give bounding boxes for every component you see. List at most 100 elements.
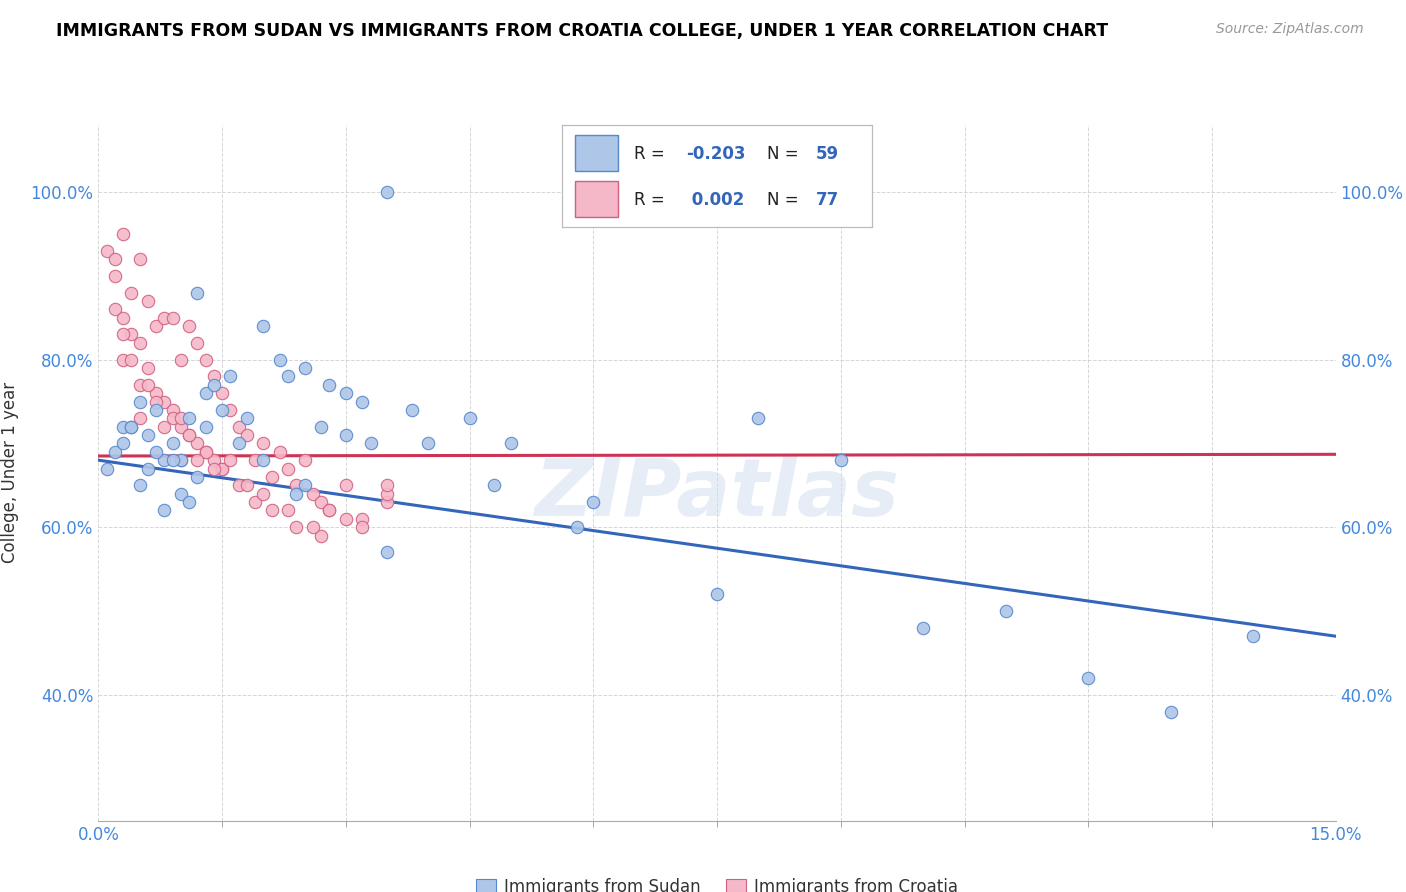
Point	[243, 453, 266, 467]
Point	[162, 436, 184, 450]
Point	[202, 453, 225, 467]
Point	[145, 319, 167, 334]
Point	[1241, 629, 1264, 643]
Point	[228, 478, 250, 492]
Point	[186, 470, 208, 484]
Point	[252, 319, 274, 334]
Point	[318, 377, 340, 392]
Point	[352, 512, 374, 526]
Point	[136, 428, 159, 442]
Point	[120, 419, 142, 434]
Point	[194, 419, 217, 434]
Point	[120, 352, 142, 367]
Point	[112, 419, 135, 434]
Point	[302, 520, 325, 534]
Bar	[575, 181, 619, 218]
Point	[162, 310, 184, 325]
Point	[252, 453, 274, 467]
Point	[269, 445, 291, 459]
Point	[202, 461, 225, 475]
Point	[145, 394, 167, 409]
Point	[120, 285, 142, 300]
Point	[277, 369, 299, 384]
Point	[170, 453, 193, 467]
Point	[128, 394, 150, 409]
Point	[260, 470, 283, 484]
Point	[360, 436, 382, 450]
Point	[96, 244, 118, 258]
Text: -0.203: -0.203	[686, 145, 745, 162]
Point	[194, 445, 217, 459]
Text: 59: 59	[815, 145, 839, 162]
Point	[252, 486, 274, 500]
Point	[375, 478, 398, 492]
Point	[294, 478, 316, 492]
Point	[179, 411, 201, 425]
Point	[318, 503, 340, 517]
Point	[375, 185, 398, 199]
Point	[128, 411, 150, 425]
Point	[170, 486, 193, 500]
Text: R =: R =	[634, 191, 669, 209]
Text: Source: ZipAtlas.com: Source: ZipAtlas.com	[1216, 22, 1364, 37]
Point	[112, 352, 135, 367]
Text: N =: N =	[766, 191, 803, 209]
Point	[170, 419, 193, 434]
Point	[219, 369, 242, 384]
Point	[211, 461, 233, 475]
Point	[179, 319, 201, 334]
Point	[277, 461, 299, 475]
Point	[202, 377, 225, 392]
Point	[179, 428, 201, 442]
Point	[179, 495, 201, 509]
Text: 0.002: 0.002	[686, 191, 744, 209]
Point	[318, 503, 340, 517]
Point	[112, 327, 135, 342]
Point	[830, 453, 852, 467]
Point	[128, 478, 150, 492]
Y-axis label: College, Under 1 year: College, Under 1 year	[1, 382, 20, 564]
Point	[186, 436, 208, 450]
Point	[309, 419, 332, 434]
Point	[747, 411, 769, 425]
Point	[211, 403, 233, 417]
Point	[128, 335, 150, 350]
Point	[565, 520, 588, 534]
Point	[458, 411, 481, 425]
Point	[252, 436, 274, 450]
Point	[104, 252, 127, 266]
Point	[285, 486, 308, 500]
Text: IMMIGRANTS FROM SUDAN VS IMMIGRANTS FROM CROATIA COLLEGE, UNDER 1 YEAR CORRELATI: IMMIGRANTS FROM SUDAN VS IMMIGRANTS FROM…	[56, 22, 1108, 40]
Point	[285, 478, 308, 492]
Point	[211, 461, 233, 475]
Point	[194, 386, 217, 401]
Point	[352, 394, 374, 409]
Point	[294, 361, 316, 376]
Point	[104, 445, 127, 459]
Point	[269, 352, 291, 367]
Point	[352, 520, 374, 534]
Point	[236, 428, 259, 442]
Point	[706, 587, 728, 601]
Point	[484, 478, 506, 492]
Point	[186, 453, 208, 467]
Point	[145, 403, 167, 417]
Text: N =: N =	[766, 145, 803, 162]
Point	[136, 461, 159, 475]
Point	[153, 394, 176, 409]
Point	[260, 503, 283, 517]
Point	[994, 604, 1017, 618]
Legend: Immigrants from Sudan, Immigrants from Croatia: Immigrants from Sudan, Immigrants from C…	[470, 871, 965, 892]
Point	[170, 411, 193, 425]
Point	[112, 310, 135, 325]
Point	[285, 520, 308, 534]
Point	[211, 386, 233, 401]
Point	[104, 302, 127, 317]
Point	[1077, 671, 1099, 685]
Point	[153, 310, 176, 325]
Point	[219, 403, 242, 417]
Point	[375, 545, 398, 559]
Point	[335, 428, 357, 442]
Bar	[575, 136, 619, 171]
Point	[153, 453, 176, 467]
